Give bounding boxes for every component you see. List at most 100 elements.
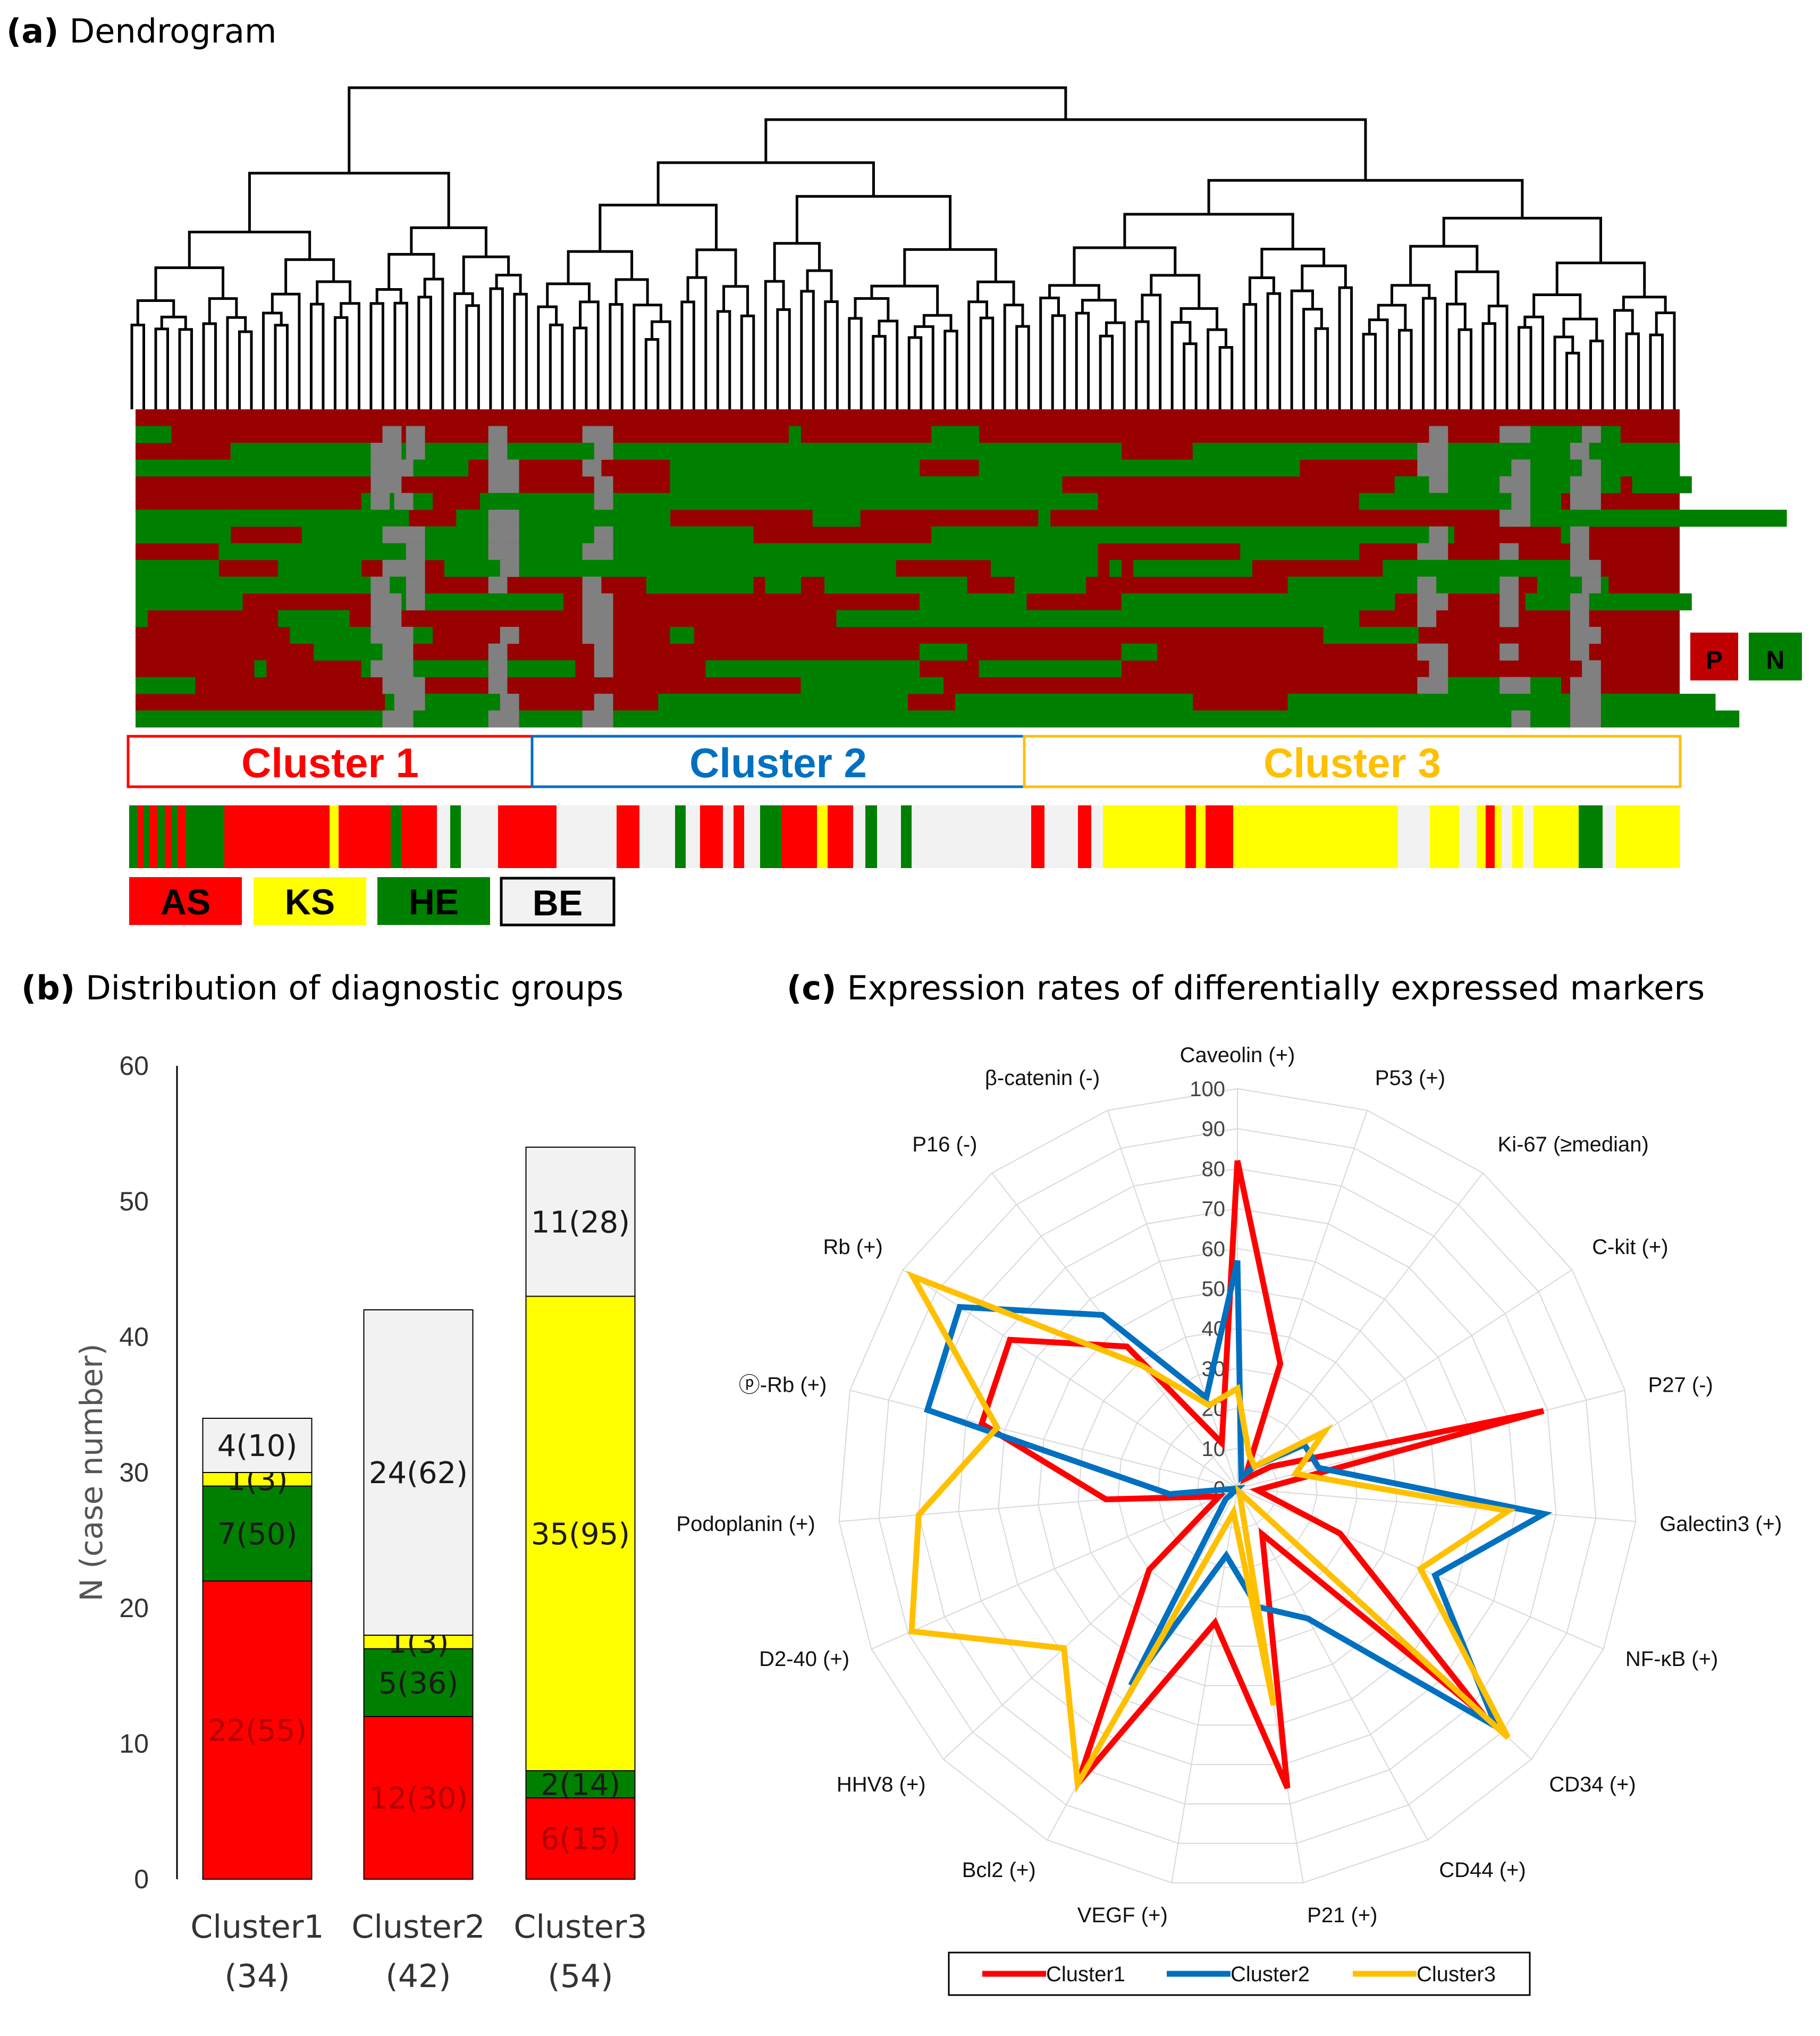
heatmap-cell [1582,677,1601,694]
heatmap-cell [955,576,967,594]
heatmap-cell [1608,442,1680,460]
heatmap-cell [1582,660,1601,678]
heatmap-cell [1429,459,1448,477]
heatmap-cell [824,576,956,594]
heatmap-cell [1359,493,1478,510]
dendrogram-branch [764,118,1367,181]
diagnosis-bar-segment [498,805,557,868]
dendrogram-branch [1314,327,1329,409]
heatmap-cell [801,677,944,694]
dendrogram-branch [309,302,325,409]
heatmap-cell [1038,526,1086,544]
bar-segment-he [202,1485,313,1581]
diagnosis-bar-segment [675,805,686,868]
heatmap-cell [789,476,896,493]
heatmap-cell [896,442,944,460]
diagnosis-bar-segment [686,805,701,868]
dendrogram-branch [824,300,839,409]
heatmap-cell [1429,543,1448,560]
radar-axis-label: P53 (+) [1375,1066,1445,1090]
radar-tick-label: 60 [1202,1238,1226,1261]
diagnosis-bar-segment [1044,805,1078,868]
bar-data-label: 2(14) [541,1768,621,1803]
diagnosis-bar-segment [1533,805,1579,868]
radar-axis-label: ⓟ-Rb (+) [739,1373,827,1396]
heatmap-cell [1109,560,1122,577]
panel-b-title-text: Distribution of diagnostic groups [86,969,623,1007]
cluster-2-box [530,735,1026,788]
heatmap-cell [1287,576,1431,594]
heatmap-cell [406,576,425,594]
dendrogram-branch [453,292,474,409]
radar-axis-label: C-kit (+) [1592,1235,1668,1259]
heatmap-cell [1511,426,1531,443]
dendrogram-branch [806,269,833,302]
radar-gridline [918,1168,1557,1805]
radar-legend-label: Cluster2 [1231,1963,1310,1986]
bar-segment-ks [525,1295,636,1771]
heatmap-cell [500,543,519,560]
pn-legend-negative-swatch [1749,633,1802,680]
dendrogram-branch [154,327,169,409]
heatmap-cell [594,627,613,644]
bar-data-label: 5(36) [378,1666,459,1701]
diagnosis-bar-segment [157,805,165,868]
diagnosis-bar-segment [178,805,187,868]
radar-axis-label: P27 (-) [1648,1373,1713,1396]
heatmap-cell [594,442,613,460]
heatmap-cell [1511,493,1531,510]
heatmap-cell [1513,426,1621,443]
dendrogram-branch [716,310,731,409]
heatmap-cell [883,493,932,510]
legend-ks-label: KS [285,882,335,922]
radar-spoke [849,1390,1238,1489]
diagnosis-legend: AS KS HE BE [129,877,616,927]
diagnosis-bar-segment [1603,805,1616,868]
dendrogram-branch [1409,245,1479,285]
heatmap-cell [594,543,613,560]
diagnosis-bar-segment [339,805,391,868]
legend-he-swatch [377,877,490,925]
heatmap-cell [594,493,613,510]
dendrogram-branch [1135,320,1150,409]
cluster-2-label: Cluster 2 [689,739,867,786]
diagnosis-bar-segment [1430,805,1460,868]
dendrogram-branch [537,305,558,409]
dendrogram-branch [1518,326,1532,409]
heatmap-cell [488,442,508,460]
heatmap-cell [1644,710,1740,728]
diagnosis-bar-segment [129,805,138,868]
heatmap-cell [1582,426,1601,443]
bar-data-label: 22(55) [208,1714,307,1748]
diagnosis-bar-segment [817,805,828,868]
heatmap-cell [1608,710,1621,728]
y-tick-label: 0 [134,1864,149,1894]
heatmap-cell [594,610,613,627]
radar-tick-label: 100 [1190,1078,1225,1101]
heatmap-cell [943,442,967,460]
diagnosis-bar-segment [1206,805,1234,868]
dendrogram-branch [1141,293,1162,409]
radar-tick-label: 50 [1202,1277,1226,1301]
heatmap-cell [1499,643,1519,661]
diagnosis-bar-segment [224,805,330,868]
heatmap-cell [1276,710,1288,728]
pn-legend: P N [1690,633,1802,680]
legend-ks-swatch [254,877,366,925]
heatmap-cell [646,576,754,594]
heatmap-cell [1216,610,1360,627]
diagnosis-bar-segment [734,805,745,868]
heatmap-cell [594,643,613,661]
heatmap-cell [394,493,414,510]
cluster-3-box [1023,735,1682,788]
heatmap-cell [171,509,302,527]
dendrogram-branch [1207,179,1524,218]
panel-a-title-text: Dendrogram [70,12,277,51]
heatmap-cell [394,660,414,678]
heatmap-cell [1513,442,1549,460]
dendrogram-branch [136,299,175,325]
heatmap-cell [1121,643,1158,661]
diagnosis-bar-segment [1502,805,1513,868]
radar-spoke [991,1172,1238,1489]
heatmap-cell [385,543,398,560]
